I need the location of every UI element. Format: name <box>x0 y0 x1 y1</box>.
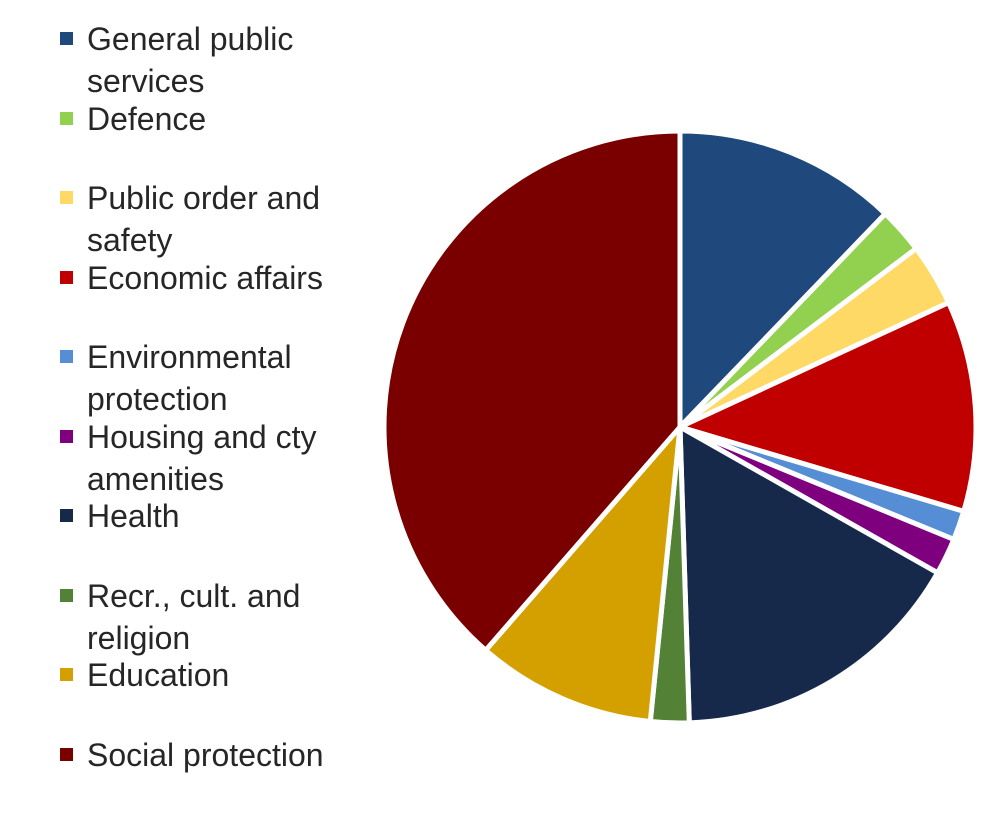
legend-label: Environmental protection <box>87 339 292 417</box>
pie-slice <box>381 128 683 653</box>
legend-label: Economic affairs <box>87 259 323 296</box>
pie-slice <box>677 424 941 726</box>
legend-swatch <box>60 32 73 45</box>
legend-label: Housing and cty amenities <box>87 418 317 497</box>
legend-swatch <box>60 747 73 761</box>
legend-swatch <box>60 350 73 363</box>
legend-label: General public services <box>87 21 294 99</box>
legend-swatch <box>60 429 73 443</box>
pie-slice <box>483 424 683 725</box>
legend-label: Education <box>87 657 230 693</box>
legend-swatch <box>60 668 73 681</box>
legend-swatch <box>60 509 73 522</box>
legend-swatch <box>60 270 73 284</box>
chart-legend: General public services Defence Public ord… <box>60 18 360 798</box>
legend-swatch <box>60 111 73 125</box>
legend-label: Social protection <box>87 736 324 773</box>
legend-swatch <box>60 588 73 602</box>
legend-label: Defence <box>87 100 207 137</box>
legend-label: Public order and safety <box>87 180 321 258</box>
pie-slice <box>677 128 888 430</box>
legend-label: Recr., cult. and religion <box>87 577 301 656</box>
legend-swatch <box>60 191 73 204</box>
legend-label: Health <box>87 498 180 534</box>
pie-slice <box>677 300 979 514</box>
